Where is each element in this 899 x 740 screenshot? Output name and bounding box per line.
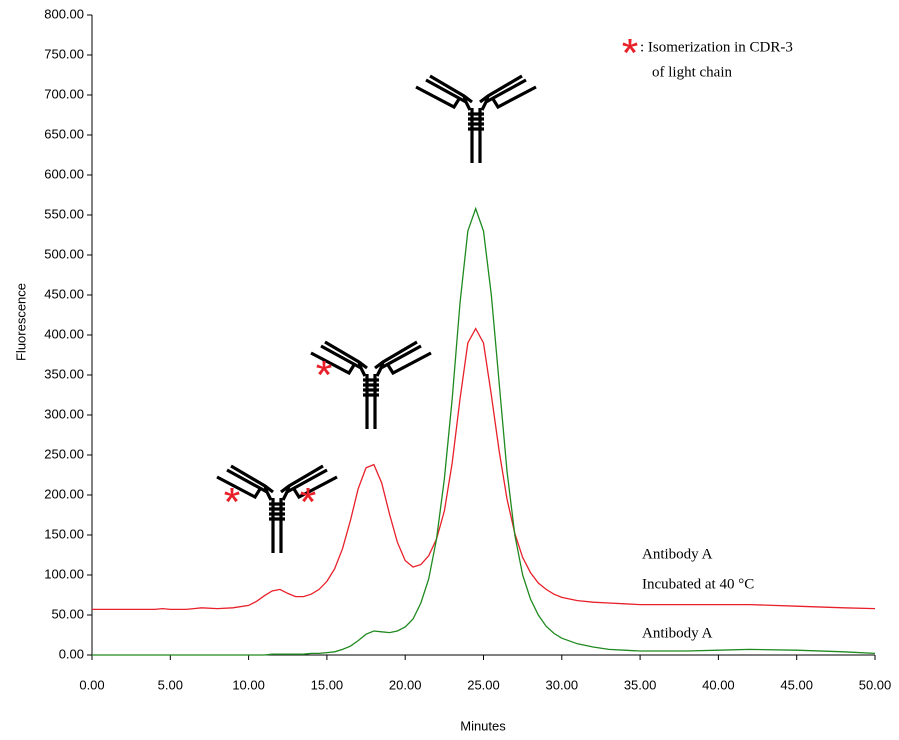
y-tick-label: 250.00 [44,446,84,461]
y-axis-label: Fluorescence [13,283,28,361]
x-tick-label: 45.00 [780,677,813,692]
x-tick-label: 15.00 [311,677,344,692]
y-tick-label: 500.00 [44,246,84,261]
y-tick-label: 200.00 [44,486,84,501]
annotation: : Isomerization in CDR-3 [640,39,793,55]
y-tick-label: 0.00 [59,646,84,661]
y-tick-label: 550.00 [44,206,84,221]
y-tick-label: 750.00 [44,46,84,61]
y-tick-label: 400.00 [44,326,84,341]
y-tick-label: 600.00 [44,166,84,181]
y-tick-label: 650.00 [44,126,84,141]
y-tick-label: 100.00 [44,566,84,581]
annotation: Incubated at 40 °C [642,576,754,592]
annotation: Antibody A [642,546,713,562]
y-tick-label: 700.00 [44,86,84,101]
annotation: Antibody A [642,625,713,641]
y-tick-label: 300.00 [44,406,84,421]
x-tick-label: 40.00 [702,677,735,692]
x-tick-label: 10.00 [232,677,265,692]
annotation: of light chain [652,64,732,80]
x-tick-label: 0.00 [79,677,104,692]
x-axis-label: Minutes [460,718,506,733]
y-tick-label: 450.00 [44,286,84,301]
x-tick-label: 30.00 [546,677,579,692]
x-tick-label: 25.00 [467,677,500,692]
x-tick-label: 20.00 [389,677,422,692]
y-tick-label: 50.00 [51,606,84,621]
y-tick-label: 150.00 [44,526,84,541]
y-tick-label: 800.00 [44,6,84,21]
x-tick-label: 50.00 [859,677,892,692]
x-tick-label: 35.00 [624,677,657,692]
y-tick-label: 350.00 [44,366,84,381]
series-line [92,206,876,656]
series-line [92,327,876,611]
x-tick-label: 5.00 [158,677,183,692]
antibody-icons [215,39,638,555]
